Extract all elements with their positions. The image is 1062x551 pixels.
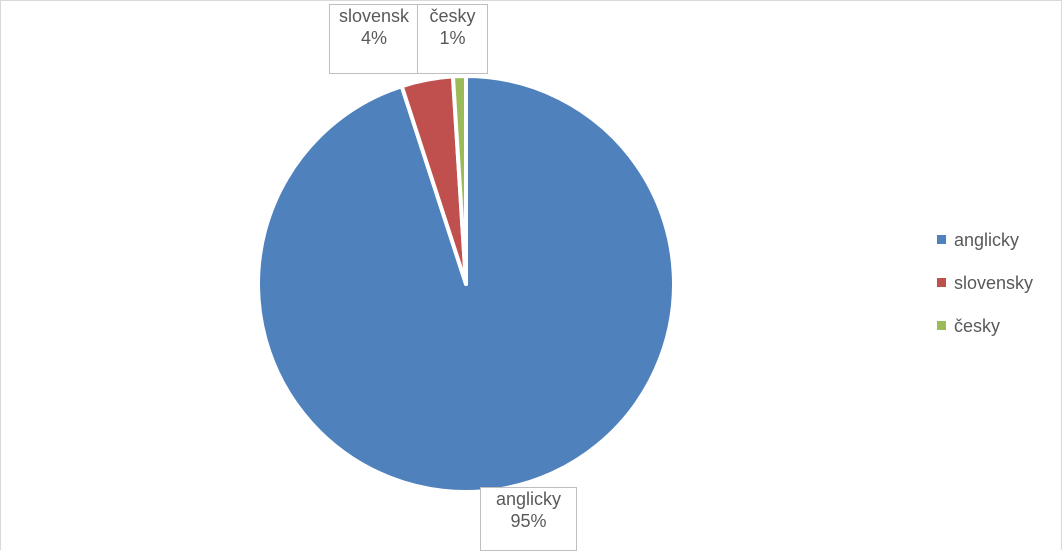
legend-swatch-cesky [937,321,946,330]
pie-slice-cesky [450,74,468,286]
legend: anglicky slovensky česky [937,225,1057,354]
legend-swatch-anglicky [937,235,946,244]
data-label-name-anglicky: anglicky [495,489,562,509]
legend-label-cesky: česky [954,315,1001,336]
data-label-value-slovensky: 4% [360,28,387,48]
data-label-anglicky: anglicky 95% [480,487,577,551]
legend-swatch-slovensky [937,278,946,287]
data-label-name-cesky: česky [429,6,476,26]
data-label-name-slovensky: slovensk [338,6,410,26]
data-label-slovensky: slovensk 4% [329,4,419,74]
data-label-cesky: česky 1% [417,4,488,74]
data-label-value-cesky: 1% [439,28,466,48]
legend-item-slovensky: slovensky [937,268,1057,297]
legend-label-slovensky: slovensky [954,272,1034,293]
legend-label-anglicky: anglicky [954,229,1020,250]
data-label-value-anglicky: 95% [510,511,547,531]
legend-item-anglicky: anglicky [937,225,1057,254]
legend-item-cesky: česky [937,311,1057,340]
